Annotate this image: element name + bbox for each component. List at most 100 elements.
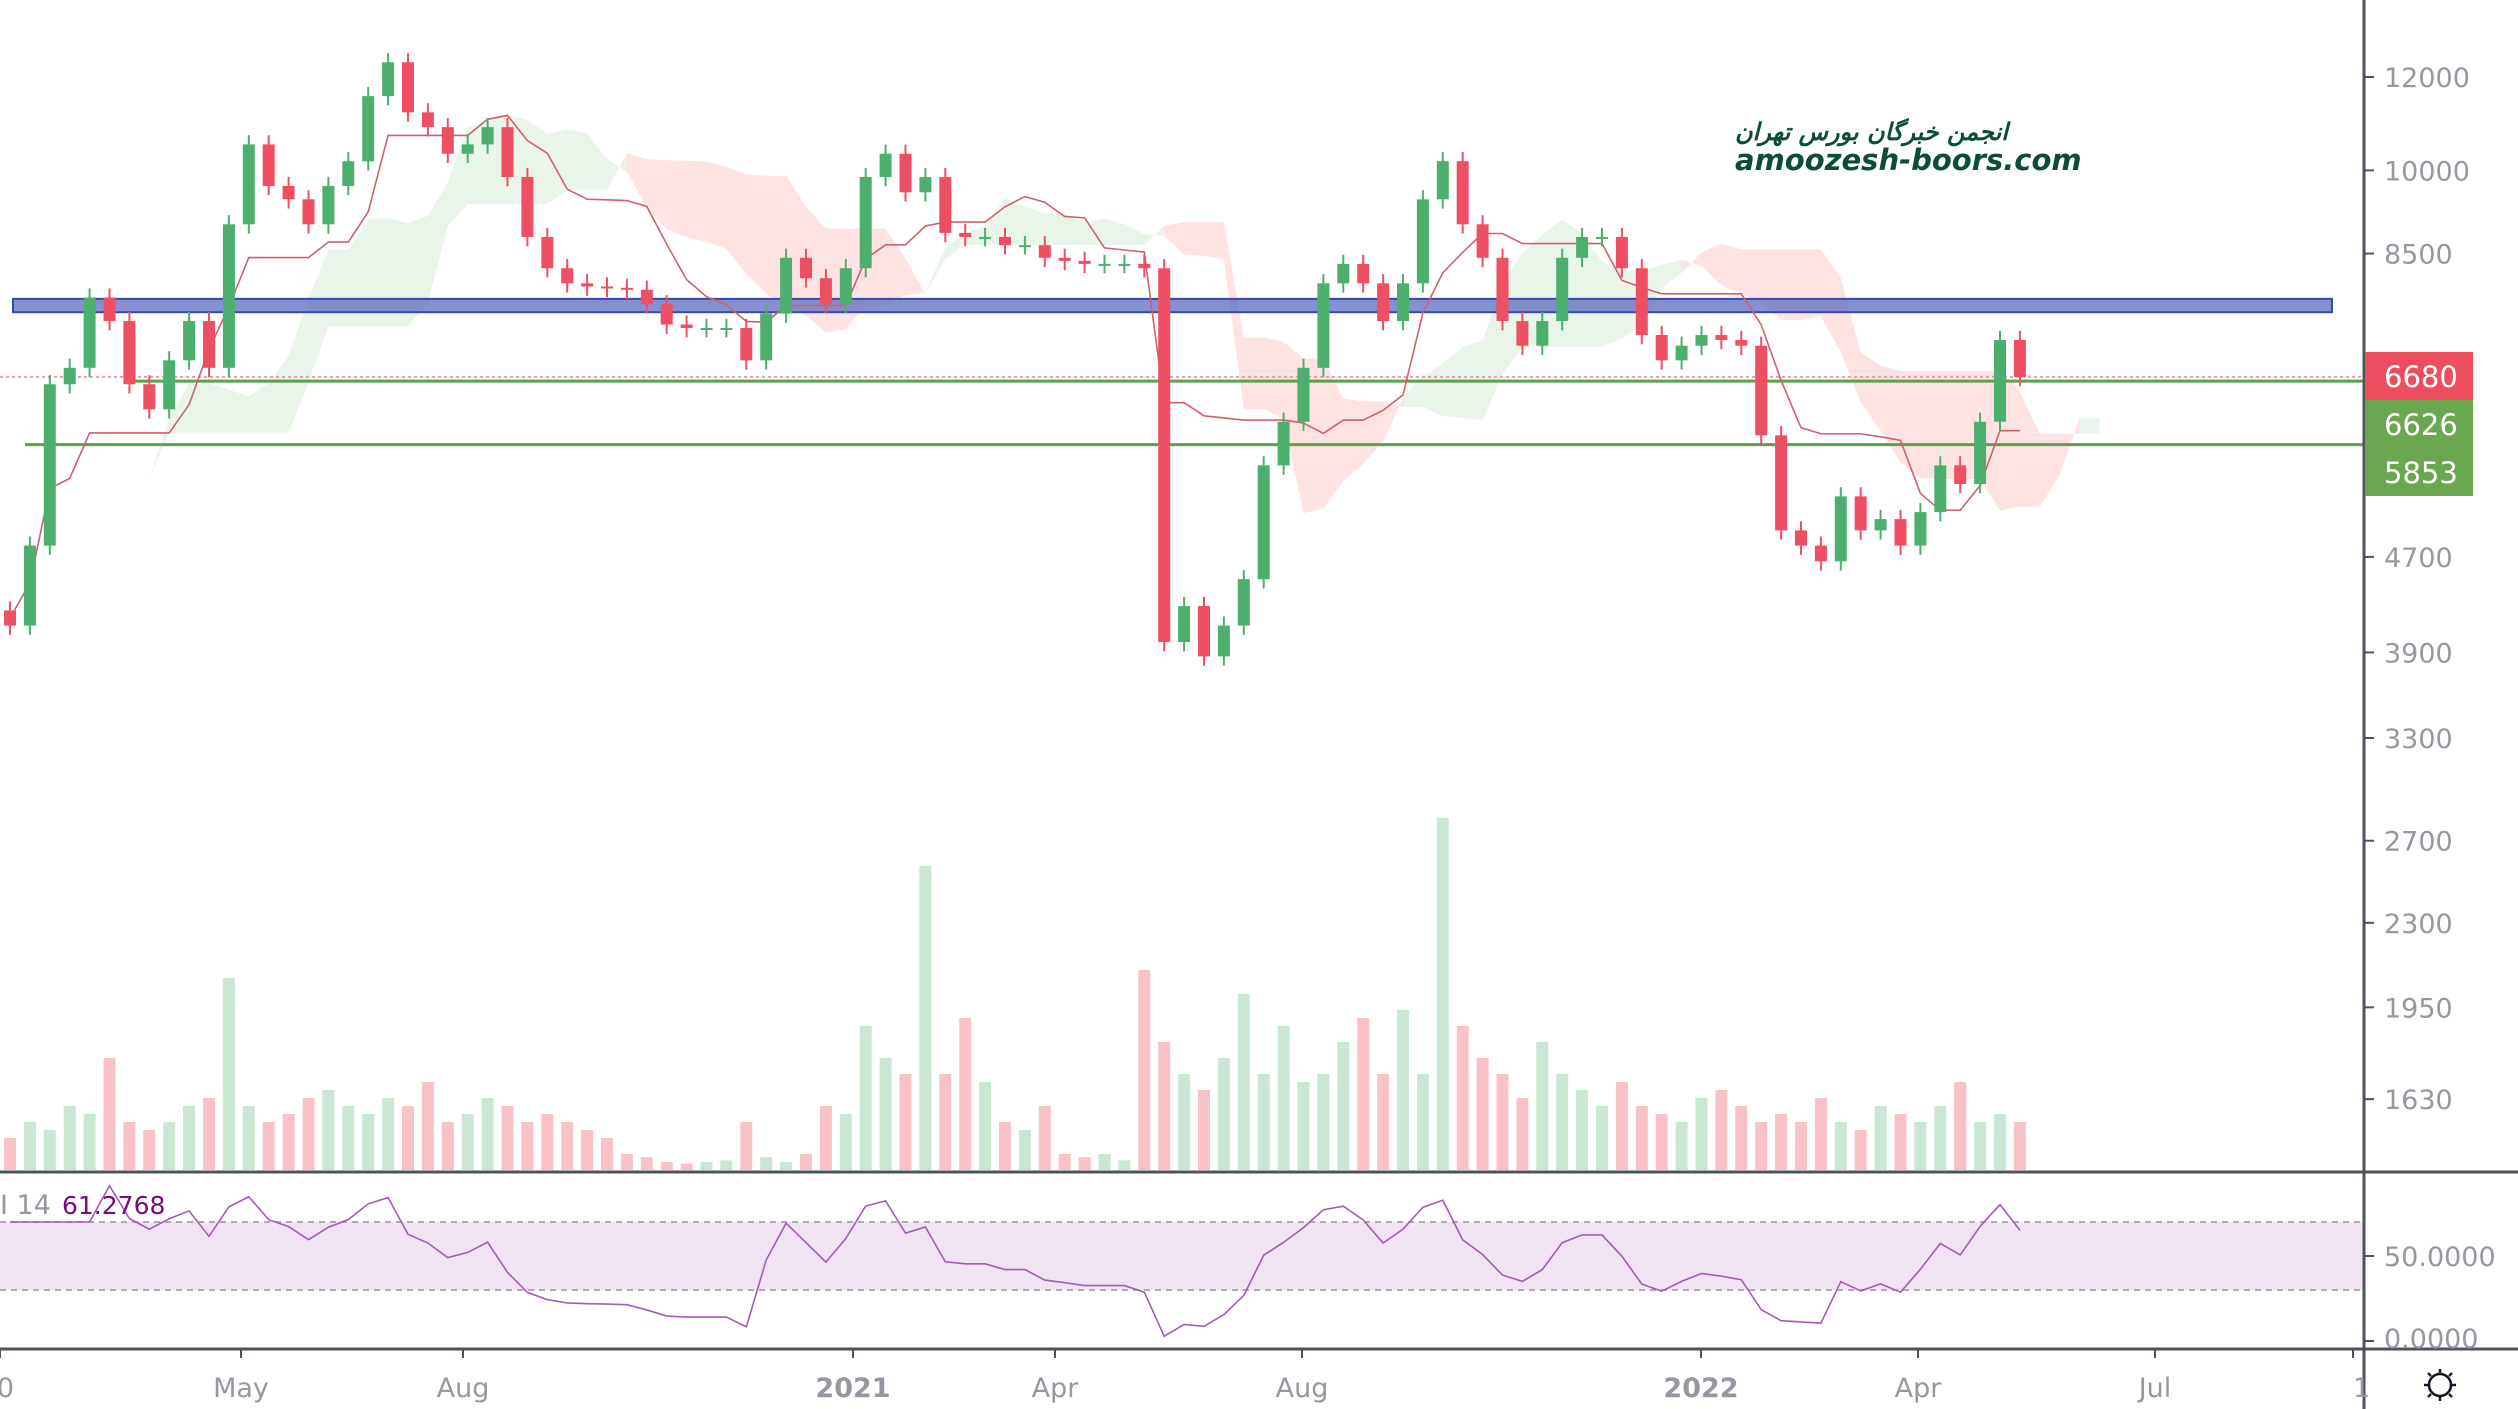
candle [640, 280, 653, 314]
candle-body [780, 257, 793, 314]
cloud-segment [1263, 337, 1284, 420]
candle [720, 318, 733, 338]
candle-body [441, 127, 454, 154]
candle [700, 318, 713, 338]
candle-body [1874, 519, 1887, 531]
candle-body [660, 304, 673, 325]
candle-body [1416, 199, 1429, 284]
candle [1456, 152, 1469, 234]
candle [1934, 456, 1947, 522]
candle-body [700, 327, 713, 330]
candle-body [183, 321, 196, 361]
candle [1615, 227, 1628, 278]
candle [1397, 274, 1409, 331]
rsi-value: 61.2768 [62, 1191, 165, 1220]
candle-body [262, 144, 275, 186]
candle [1834, 487, 1847, 571]
candle [1297, 358, 1310, 432]
candle [1576, 227, 1589, 268]
volume-bar [2013, 1122, 2026, 1170]
candle [1994, 330, 2006, 432]
candle [1357, 254, 1370, 293]
volume-bar [123, 1122, 136, 1170]
candle [1655, 325, 1668, 370]
cloud-segment [1383, 397, 1403, 442]
resistance-zone[interactable] [12, 297, 2333, 314]
volume-bar [1377, 1074, 1390, 1170]
candle [1198, 596, 1210, 666]
candle [1596, 227, 1608, 247]
cloud-segment [666, 160, 687, 238]
volume-bar [1516, 1098, 1529, 1170]
cloud-segment [149, 418, 170, 479]
candle-body [939, 177, 952, 233]
price-axis[interactable]: 12000 10000 8500 4700 3900 3300 2700 2300 1950 16… [2364, 63, 2470, 1116]
kijun-line [9, 114, 2020, 619]
time-tick-label: May [213, 1373, 269, 1404]
volume-bar [262, 1122, 275, 1170]
price-tick-label: 8500 [2384, 240, 2453, 271]
candle [1974, 412, 1987, 494]
price-tick-label: 1950 [2384, 993, 2453, 1024]
rsi-line [10, 1184, 2021, 1338]
candle-body [1058, 257, 1071, 261]
candle-body [640, 289, 653, 305]
volume-bar [322, 1090, 335, 1170]
candle-body [879, 153, 892, 178]
candle-body [601, 286, 613, 289]
cloud-segment [189, 383, 209, 433]
settings-gear-icon[interactable] [2424, 1369, 2456, 1401]
candle [1635, 259, 1648, 345]
candle [262, 135, 275, 196]
candle [342, 152, 355, 196]
candle-body [1775, 435, 1788, 531]
volume-bar [481, 1098, 494, 1170]
candle [1078, 251, 1091, 274]
volume-bar [282, 1114, 295, 1170]
time-tick-label: Aug [1276, 1373, 1329, 1404]
time-axis[interactable]: 0 May Aug 2021 Apr Aug 2022 Apr Jul 1 [0, 1349, 2370, 1404]
candle-body [242, 144, 255, 225]
candle [959, 223, 972, 247]
cloud-segment [1104, 218, 1125, 245]
cloud-segment [308, 249, 329, 384]
volume-bar [1357, 1018, 1370, 1170]
volume-bar [620, 1154, 633, 1170]
cloud-segment [885, 228, 906, 306]
candle-body [760, 313, 773, 361]
candle [1894, 509, 1907, 555]
candle [979, 227, 992, 247]
cloud-segment [1840, 277, 1861, 403]
volume-bar [1178, 1074, 1191, 1170]
candle-body [1735, 339, 1748, 346]
candle-body [1536, 321, 1549, 346]
time-tick-label: Apr [1895, 1373, 1943, 1404]
candle-body [382, 62, 395, 97]
candle [1755, 336, 1768, 445]
candle [581, 274, 594, 296]
time-tick-label: Aug [437, 1373, 490, 1404]
candle [1158, 259, 1171, 652]
candle-body [143, 384, 156, 410]
candle [421, 103, 434, 137]
candle [1536, 311, 1549, 356]
candle [43, 375, 56, 555]
candle [2013, 330, 2026, 387]
volume-bar [1297, 1082, 1310, 1170]
volume-bar [362, 1114, 375, 1170]
rsi-label: I 14 [0, 1190, 51, 1221]
candle [1795, 521, 1807, 555]
candle [879, 144, 892, 187]
candle-body [1894, 519, 1907, 546]
volume-bar [660, 1162, 673, 1170]
volume-bar [163, 1122, 176, 1170]
candle [800, 248, 812, 288]
cloud-segment [1024, 206, 1045, 245]
price-tick-label: 3300 [2384, 724, 2453, 755]
candle [1675, 336, 1688, 370]
cloud-segment [209, 383, 229, 433]
candle [541, 227, 554, 278]
candle-body [1317, 283, 1330, 368]
price-tick-label: 12000 [2384, 63, 2470, 94]
